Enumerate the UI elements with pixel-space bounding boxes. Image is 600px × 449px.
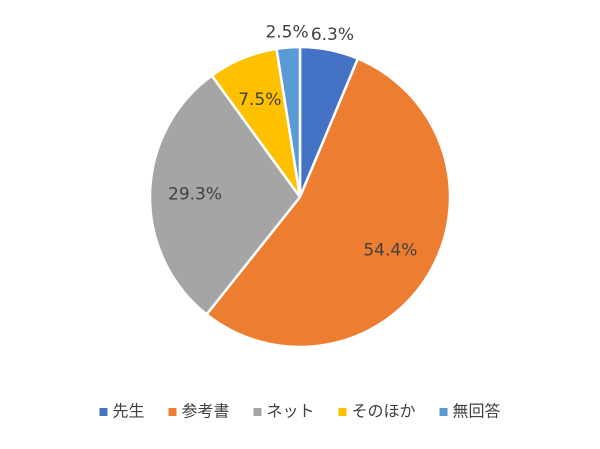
- legend-label: ネット: [266, 402, 314, 421]
- pie-slice: [204, 56, 452, 349]
- legend-label: 参考書: [181, 402, 229, 421]
- legend-item: 参考書: [168, 402, 229, 421]
- legend-label: そのほか: [352, 402, 416, 421]
- data-label: 29.3%: [168, 185, 222, 205]
- data-label: 6.3%: [311, 25, 354, 45]
- legend-item: そのほか: [338, 402, 416, 421]
- legend-swatch: [253, 408, 262, 416]
- legend-item: 先生: [99, 402, 144, 421]
- legend-swatch: [99, 408, 108, 416]
- legend-item: ネット: [253, 402, 315, 421]
- legend-label: 先生: [112, 402, 144, 421]
- legend-swatch: [168, 408, 177, 416]
- data-label: 54.4%: [363, 240, 417, 260]
- data-label: 7.5%: [238, 90, 281, 110]
- legend-label: 無回答: [453, 402, 501, 421]
- pie-slice: [148, 73, 302, 317]
- legend-swatch: [338, 408, 347, 416]
- legend-item: 無回答: [439, 402, 501, 421]
- legend-swatch: [439, 408, 448, 416]
- data-label: 2.5%: [265, 23, 308, 43]
- pie-slice: [275, 45, 302, 198]
